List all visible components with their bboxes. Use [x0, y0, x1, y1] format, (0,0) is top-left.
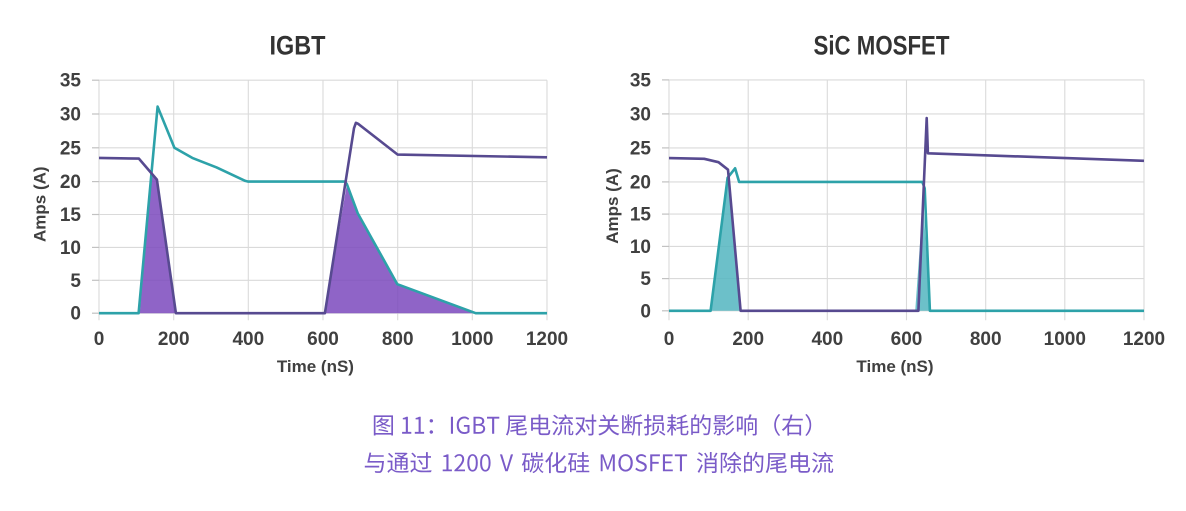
svg-text:0: 0 [94, 329, 105, 350]
svg-text:35: 35 [630, 70, 652, 91]
svg-text:SiC MOSFET: SiC MOSFET [814, 31, 950, 61]
svg-text:1200: 1200 [1123, 329, 1165, 350]
svg-text:Time (nS): Time (nS) [856, 357, 933, 376]
svg-text:0: 0 [664, 329, 675, 350]
svg-text:600: 600 [891, 329, 923, 350]
svg-text:200: 200 [732, 329, 764, 350]
svg-text:0: 0 [70, 304, 81, 325]
svg-text:1000: 1000 [451, 329, 493, 350]
svg-text:20: 20 [630, 172, 651, 193]
svg-text:30: 30 [60, 105, 81, 126]
svg-text:1000: 1000 [1044, 329, 1086, 350]
svg-text:5: 5 [70, 271, 81, 292]
svg-text:Amps (A): Amps (A) [603, 168, 622, 244]
svg-text:0: 0 [640, 301, 651, 322]
svg-text:1200: 1200 [526, 329, 568, 350]
svg-text:10: 10 [630, 237, 651, 258]
svg-text:15: 15 [630, 205, 652, 226]
svg-text:20: 20 [60, 172, 81, 193]
svg-text:200: 200 [158, 329, 190, 350]
svg-text:30: 30 [630, 104, 651, 125]
svg-text:400: 400 [232, 329, 264, 350]
svg-text:25: 25 [630, 138, 652, 159]
svg-text:35: 35 [60, 71, 82, 92]
svg-text:Time (nS): Time (nS) [277, 357, 354, 376]
svg-text:10: 10 [60, 238, 81, 259]
svg-text:800: 800 [382, 329, 414, 350]
svg-text:25: 25 [60, 138, 82, 159]
svg-text:600: 600 [307, 329, 339, 350]
svg-text:Amps (A): Amps (A) [30, 166, 49, 242]
svg-text:15: 15 [60, 205, 82, 226]
svg-text:400: 400 [811, 329, 843, 350]
svg-text:5: 5 [640, 269, 651, 290]
svg-text:800: 800 [970, 329, 1002, 350]
svg-text:IGBT: IGBT [270, 31, 326, 61]
